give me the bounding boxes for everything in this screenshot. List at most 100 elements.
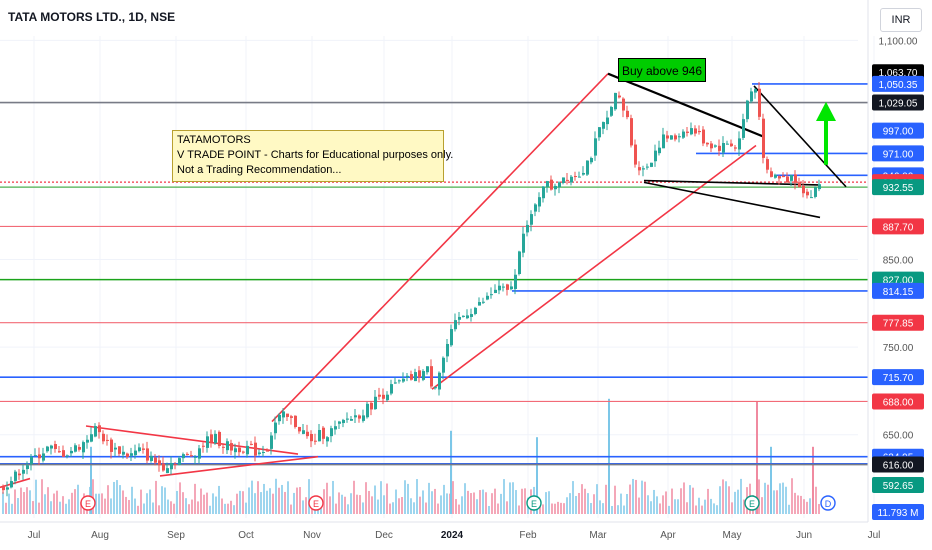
volume-bar <box>767 484 769 514</box>
volume-bar <box>371 496 373 514</box>
candle-body <box>782 175 785 178</box>
candle-body <box>358 415 361 419</box>
candle-body <box>606 117 609 125</box>
volume-bar <box>266 490 268 514</box>
candle-body <box>534 204 537 212</box>
candle-body <box>298 426 301 432</box>
candle-body <box>118 446 121 454</box>
candle-body <box>62 450 65 457</box>
candle-body <box>90 434 93 442</box>
candle-body <box>258 452 261 455</box>
candle-body <box>802 185 805 194</box>
event-marker <box>308 495 324 511</box>
volume-bar <box>704 499 706 514</box>
price-tag-label: 592.65 <box>883 481 914 492</box>
candle-body <box>6 487 9 490</box>
volume-bar <box>473 492 475 514</box>
candle-body <box>538 197 541 207</box>
candle-body <box>346 418 349 420</box>
candle-body <box>122 451 125 455</box>
volume-bar <box>623 505 625 514</box>
volume-bar <box>368 490 370 514</box>
volume-bar <box>203 494 205 514</box>
volume-bar <box>323 489 325 514</box>
volume-bar <box>41 479 43 514</box>
volume-bar <box>335 503 337 514</box>
price-tag-label: 715.70 <box>883 373 914 384</box>
price-tag <box>872 75 924 92</box>
candle-body <box>82 442 85 453</box>
candle-body <box>570 176 573 183</box>
volume-bar <box>116 480 118 514</box>
volume-bar <box>65 503 67 514</box>
volume-bar <box>290 504 292 514</box>
candle-body <box>30 456 33 465</box>
volume-bar <box>785 486 787 514</box>
candle-body <box>266 450 269 452</box>
x-tick-label: Feb <box>519 530 537 541</box>
price-tag <box>872 456 924 473</box>
volume-bar <box>524 488 526 514</box>
x-tick-label: Sep <box>167 530 185 541</box>
volume-bar <box>578 492 580 514</box>
volume-bar <box>566 497 568 514</box>
candle-body <box>542 186 545 199</box>
volume-bar <box>428 482 430 514</box>
candle-body <box>442 357 445 373</box>
candle-body <box>146 448 149 461</box>
price-tag-label: 1,029.05 <box>879 99 918 110</box>
candle-body <box>150 455 153 461</box>
volume-bar <box>239 490 241 514</box>
candle-body <box>578 176 581 178</box>
candle-body <box>742 119 745 138</box>
volume-bar <box>260 492 262 514</box>
volume-spike <box>812 446 814 514</box>
volume-bar <box>548 491 550 514</box>
volume-bar <box>689 485 691 514</box>
volume-bar <box>698 497 700 514</box>
volume-bar <box>272 493 274 514</box>
volume-bar <box>20 487 22 514</box>
candle-body <box>162 463 165 471</box>
volume-bar <box>671 488 673 514</box>
candle-body <box>242 451 245 453</box>
candle-body <box>202 445 205 447</box>
candle-body <box>634 144 637 165</box>
volume-bar <box>77 484 79 514</box>
trendline <box>643 181 821 219</box>
volume-bar <box>146 493 148 514</box>
x-tick-label: Jun <box>796 530 812 541</box>
candle-body <box>722 143 725 153</box>
volume-bar <box>140 489 142 514</box>
candle-body <box>278 414 281 422</box>
candle-body <box>70 450 73 454</box>
volume-bar <box>452 481 454 514</box>
volume-bar <box>431 491 433 514</box>
volume-bar <box>14 489 16 514</box>
volume-bar <box>488 505 490 514</box>
volume-bar <box>134 498 136 514</box>
candle-body <box>302 430 305 434</box>
volume-bar <box>350 493 352 514</box>
volume-bar <box>380 481 382 514</box>
candle-body <box>694 128 697 134</box>
volume-bar <box>50 501 52 514</box>
volume-bar <box>656 496 658 514</box>
volume-bar <box>218 485 220 514</box>
volume-bar <box>416 479 418 514</box>
candle-body <box>158 460 161 466</box>
candle-body <box>238 447 241 453</box>
candle-body <box>226 441 229 451</box>
trendline <box>431 144 757 390</box>
currency-selector[interactable]: INR <box>880 8 922 32</box>
volume-bar <box>800 495 802 514</box>
volume-bar <box>305 497 307 514</box>
volume-bar <box>302 500 304 514</box>
price-tag <box>872 94 924 111</box>
volume-bar <box>5 502 7 514</box>
volume-bar <box>803 499 805 514</box>
volume-bar <box>761 497 763 514</box>
candle-body <box>382 394 385 399</box>
volume-bar <box>26 487 28 514</box>
